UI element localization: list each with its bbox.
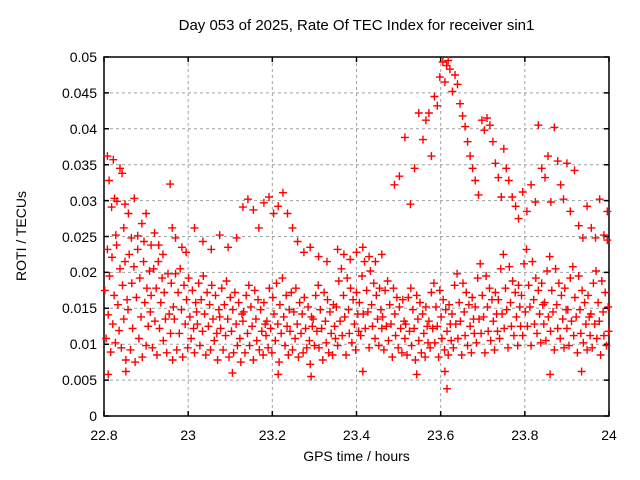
y-tick-label: 0.02 [69,264,97,281]
y-tick-label: 0 [89,408,97,424]
scatter-points [100,56,613,393]
y-tick-label: 0.01 [69,336,97,353]
y-tick-label: 0.035 [61,156,97,173]
x-tick-label: 23.2 [258,427,286,443]
x-axis-label: GPS time / hours [303,448,410,464]
x-tick-label: 23.4 [342,427,371,443]
y-tick-label: 0.03 [69,192,97,209]
plot-border [103,56,610,417]
chart-title: Day 053 of 2025, Rate Of TEC Index for r… [178,17,535,34]
x-tick-label: 24 [601,427,617,443]
y-tick-label: 0.05 [69,49,97,65]
grid-lines [104,57,609,416]
x-tick-label: 23.8 [511,427,539,443]
y-tick-label: 0.015 [61,300,97,317]
y-tick-label: 0.045 [61,84,97,101]
x-tick-label: 23 [180,427,196,443]
y-tick-label: 0.025 [61,228,97,245]
y-tick-label: 0.04 [69,120,97,137]
x-tick-label: 22.8 [90,427,118,443]
y-tick-label: 0.005 [61,372,97,389]
x-tick-label: 23.6 [427,427,455,443]
